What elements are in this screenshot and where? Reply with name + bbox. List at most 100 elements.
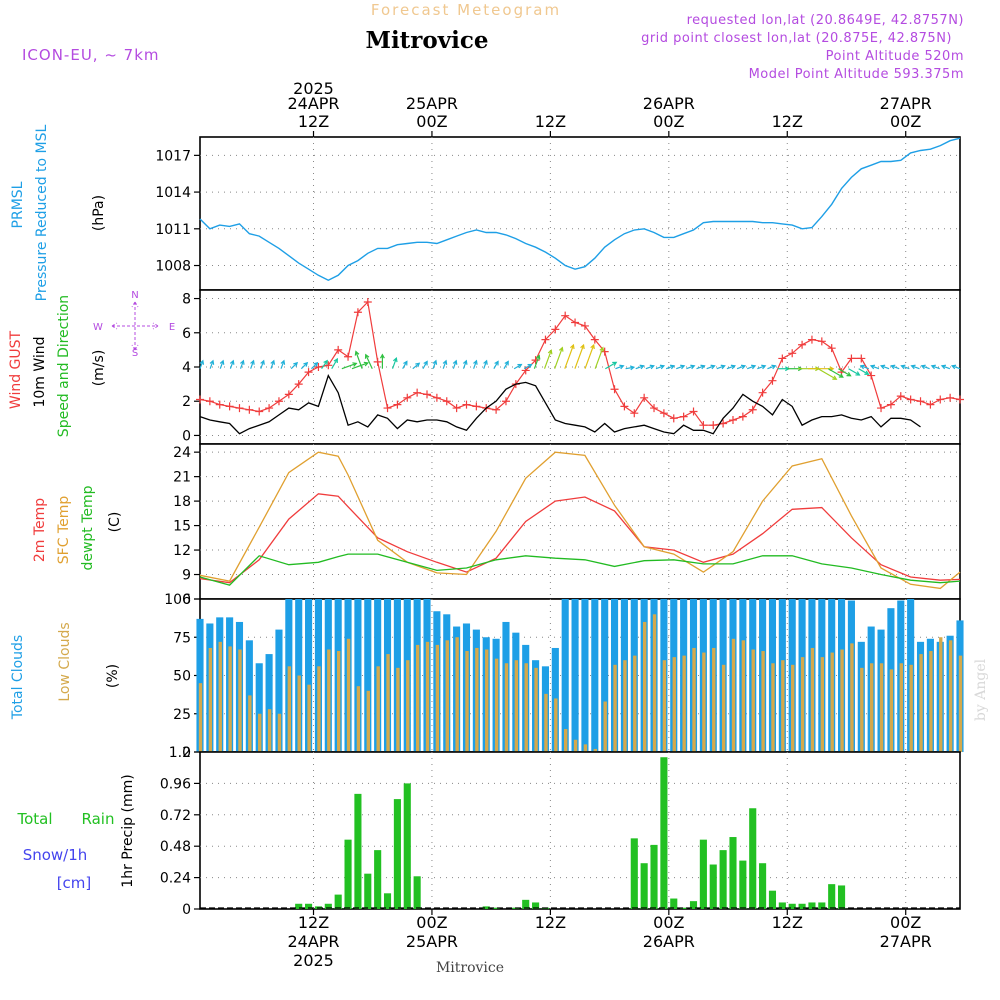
pressure-msl-label: Pressure Reduced to MSL — [34, 124, 50, 301]
y-tick-label: 21 — [173, 470, 191, 486]
low-cloud-bar — [623, 660, 627, 752]
wind-direction-arrow — [270, 359, 276, 369]
clouds-unit-label: (%) — [105, 664, 121, 688]
subtitle: Forecast Meteogram — [371, 1, 561, 19]
low-cloud-bar — [455, 637, 459, 752]
low-cloud-bar — [603, 701, 607, 752]
wind-direction-arrow — [260, 359, 265, 369]
panel-wind: 0 2 4 6 8 — [182, 289, 964, 445]
gust-point — [689, 407, 698, 416]
point-altitude: Point Altitude 520m — [826, 49, 964, 64]
low-cloud-bar — [830, 652, 834, 752]
bottom-hour-label: 00Z — [416, 913, 447, 932]
wind-direction-arrow — [513, 363, 523, 370]
y-tick-label: 24 — [173, 445, 191, 461]
bottom-hour-label: 12Z — [535, 913, 566, 932]
y-tick-label: 0 — [182, 902, 191, 918]
y-tick-label: 1017 — [155, 148, 191, 164]
low-cloud-bar — [564, 729, 568, 752]
snow-unit-label: [cm] — [57, 874, 92, 892]
wind-direction-arrow — [543, 349, 553, 369]
gust-point — [896, 392, 905, 401]
low-cloud-bar — [228, 646, 232, 752]
rain-bar — [374, 850, 382, 909]
low-cloud-bar — [317, 666, 321, 752]
gust-point — [363, 297, 372, 306]
grid-point-location: grid point closest lon,lat (20.875E, 42.… — [641, 31, 952, 46]
low-cloud-bar — [721, 664, 726, 752]
snow-label: Snow/1h — [23, 846, 88, 864]
dewpt-temp-label: dewpt Temp — [80, 485, 96, 570]
rain-bar — [403, 783, 411, 909]
gust-point — [255, 407, 264, 416]
top-date-label: 27APR — [880, 94, 932, 113]
low-cloud-bar — [218, 641, 222, 752]
wind-speed-line — [199, 374, 921, 435]
low-cloud-bar — [396, 667, 400, 752]
low-cloud-bar — [346, 638, 351, 752]
gust-point — [758, 388, 767, 397]
wind-direction-arrow — [199, 359, 205, 369]
wind-direction-arrow — [665, 364, 676, 370]
wind-direction-arrow — [696, 364, 706, 370]
gust-point — [778, 354, 787, 363]
station-title: Mitrovice — [365, 27, 488, 54]
low-cloud-bar — [524, 663, 528, 752]
y-tick-label: 1011 — [155, 222, 191, 238]
low-cloud-bar — [514, 660, 519, 752]
low-cloud-bar — [544, 693, 548, 752]
pressure-line — [199, 137, 961, 281]
wind-direction-arrow — [615, 364, 625, 370]
hpa-unit-label: (hPa) — [91, 195, 107, 231]
low-cloud-bar — [741, 640, 746, 752]
bottom-hour-label: 00Z — [890, 913, 921, 932]
gust-point — [383, 404, 392, 413]
gust-point — [472, 402, 481, 411]
y-axis: 0 25 50 75 100 — [164, 592, 200, 761]
wind-direction-arrow — [930, 364, 940, 370]
top-hour-label: 12Z — [298, 112, 329, 131]
rain-bar — [354, 793, 362, 909]
compass-w: W — [93, 322, 103, 333]
low-cloud-bar — [692, 647, 696, 752]
rain-bar — [749, 808, 757, 909]
gust-point — [580, 321, 589, 330]
wind-direction-arrow — [219, 359, 225, 369]
gust-point — [699, 421, 708, 430]
wind-direction-arrow — [574, 343, 585, 369]
wind-direction-arrow — [391, 357, 398, 369]
wind-direction-arrow — [523, 363, 533, 370]
rain-bar — [344, 839, 352, 909]
low-cloud-bar — [376, 666, 380, 752]
bottom-date-label: 24APR — [287, 932, 339, 951]
low-cloud-bar — [652, 614, 657, 752]
low-cloud-bar — [277, 713, 282, 752]
wind-direction-arrow — [655, 364, 666, 370]
gust-point — [304, 368, 313, 377]
wind-direction-arrow — [483, 359, 488, 369]
wind-direction-arrow — [848, 368, 861, 376]
low-cloud-bar — [307, 684, 311, 752]
gust-point — [709, 421, 718, 430]
wind-direction-arrow — [706, 364, 716, 370]
prmsl-label: PRMSL — [10, 181, 26, 228]
wind-direction-arrow — [584, 343, 595, 369]
gust-point — [215, 400, 224, 409]
low-cloud-bar — [297, 675, 301, 752]
y-tick-label: 0.96 — [160, 776, 191, 792]
y-tick-label: 4 — [182, 360, 191, 376]
wind-direction-arrow — [422, 360, 428, 370]
compass-s: S — [132, 348, 138, 359]
gust-point — [373, 357, 382, 366]
low-cloud-bar — [583, 744, 588, 752]
wind-unit-label: (m/s) — [91, 350, 107, 387]
y-tick-label: 12 — [173, 543, 191, 559]
gust-point — [551, 325, 560, 334]
low-cloud-bar — [406, 660, 410, 752]
wind-direction-arrow — [351, 361, 369, 370]
rain-bar — [660, 757, 668, 909]
low-cloud-bar — [840, 649, 844, 752]
y-tick-label: 18 — [173, 494, 191, 510]
wind-direction-arrow — [736, 364, 747, 370]
bottom-date-label: 25APR — [406, 932, 458, 951]
